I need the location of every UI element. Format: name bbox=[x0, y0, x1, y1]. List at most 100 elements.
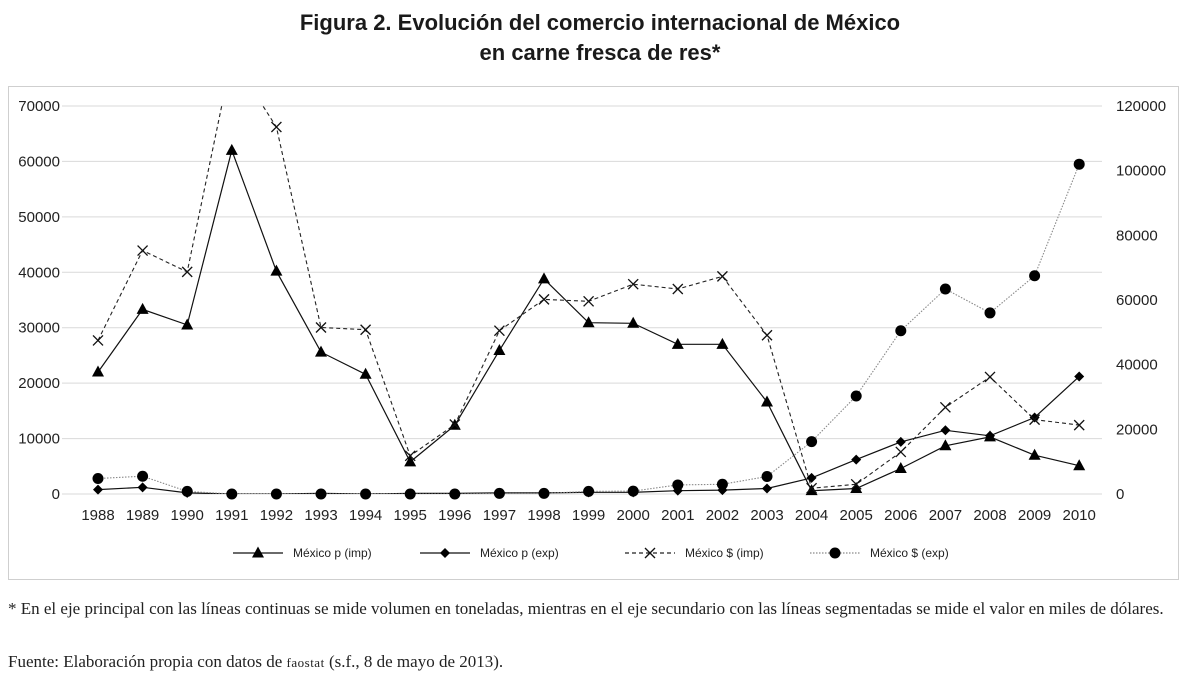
source-org: faostat bbox=[286, 655, 325, 670]
x-marker-stroke bbox=[1073, 419, 1085, 431]
data-point-triangle bbox=[627, 316, 640, 328]
data-point-circle bbox=[1029, 270, 1041, 282]
data-point-diamond bbox=[940, 425, 951, 436]
data-point-circle bbox=[850, 390, 862, 402]
data-point-triangle bbox=[181, 318, 194, 330]
series-line-3 bbox=[97, 106, 1080, 489]
data-point-circle bbox=[806, 436, 818, 448]
data-point-circle bbox=[360, 488, 372, 500]
y-right-tick-label: 40000 bbox=[1116, 357, 1158, 374]
legend-entry: México p (imp) bbox=[293, 546, 372, 560]
data-point-x bbox=[315, 322, 327, 333]
x-marker-stroke bbox=[449, 419, 461, 430]
x-marker-stroke bbox=[984, 371, 996, 383]
x-marker-stroke bbox=[644, 547, 656, 559]
x-marker-stroke bbox=[583, 295, 595, 307]
data-point-triangle bbox=[315, 345, 327, 357]
data-point-x bbox=[895, 446, 907, 458]
data-point-circle bbox=[895, 325, 907, 337]
x-marker-stroke bbox=[270, 121, 282, 133]
series-markers bbox=[92, 121, 1086, 500]
data-point-circle bbox=[315, 488, 327, 500]
data-point-circle bbox=[939, 283, 951, 295]
x-tick-label: 1998 bbox=[527, 507, 560, 524]
data-point-circle bbox=[672, 479, 684, 491]
chart-title: Figura 2. Evolución del comercio interna… bbox=[0, 8, 1200, 68]
x-tick-label: 2000 bbox=[617, 507, 650, 524]
y-left-tick-label: 30000 bbox=[18, 320, 60, 337]
data-point-circle bbox=[538, 487, 550, 499]
axes: 0 10000 20000 30000 40000 50000 60000 70000 0 200… bbox=[18, 98, 1166, 524]
x-marker-stroke bbox=[92, 334, 104, 346]
x-tick-label: 2010 bbox=[1063, 507, 1096, 524]
x-tick-label: 2009 bbox=[1018, 507, 1051, 524]
x-marker-stroke bbox=[761, 329, 773, 341]
legend: México p (imp) México p (exp) México $ (im… bbox=[233, 546, 949, 560]
data-point-triangle bbox=[671, 337, 684, 349]
data-point-x bbox=[716, 270, 728, 282]
data-point-triangle bbox=[1028, 448, 1041, 460]
data-point-diamond bbox=[851, 454, 862, 465]
data-point-x bbox=[984, 371, 996, 383]
x-marker-stroke bbox=[360, 324, 372, 336]
data-point-x bbox=[627, 278, 639, 290]
y-left-tick-label: 70000 bbox=[18, 98, 60, 115]
footnote: * En el eje principal con las líneas con… bbox=[8, 599, 1164, 618]
data-point-x bbox=[850, 478, 862, 490]
data-point-x bbox=[360, 324, 372, 336]
x-tick-label: 2002 bbox=[706, 507, 739, 524]
x-marker-stroke bbox=[181, 266, 193, 278]
data-point-triangle bbox=[761, 395, 773, 407]
x-marker-stroke bbox=[850, 478, 862, 490]
y-right-tick-label: 20000 bbox=[1116, 421, 1158, 438]
source-suffix: (s.f., 8 de mayo de 2013). bbox=[324, 652, 504, 671]
legend-marker-circle bbox=[829, 547, 841, 559]
y-left-tick-label: 0 bbox=[52, 486, 60, 503]
series-line-4 bbox=[97, 163, 1080, 494]
y-left-tick-label: 50000 bbox=[18, 209, 60, 226]
legend-marker-x bbox=[644, 547, 656, 559]
gridlines bbox=[62, 105, 1102, 495]
x-marker-stroke bbox=[939, 401, 951, 413]
data-point-triangle bbox=[225, 143, 238, 155]
data-point-triangle bbox=[136, 302, 149, 314]
data-point-x bbox=[137, 245, 149, 256]
x-marker-stroke bbox=[627, 278, 639, 290]
x-marker-stroke bbox=[137, 245, 149, 256]
y-left-tick-label: 40000 bbox=[18, 264, 60, 281]
y-right-tick-label: 0 bbox=[1116, 486, 1124, 503]
data-point-circle bbox=[181, 485, 193, 497]
data-point-x bbox=[583, 295, 595, 307]
data-point-x bbox=[270, 121, 282, 133]
x-tick-label: 1989 bbox=[126, 507, 159, 524]
data-point-x bbox=[493, 325, 505, 337]
data-point-circle bbox=[270, 488, 282, 500]
legend-entry: México p (exp) bbox=[480, 546, 559, 560]
x-tick-label: 1997 bbox=[483, 507, 516, 524]
source-note: Fuente: Elaboración propia con datos de … bbox=[8, 651, 1193, 674]
data-point-circle bbox=[583, 485, 595, 497]
y-right-tick-label: 60000 bbox=[1116, 292, 1158, 309]
legend-entry: México $ (imp) bbox=[685, 546, 764, 560]
y-right-tick-label: 120000 bbox=[1116, 98, 1166, 115]
x-marker-stroke bbox=[672, 283, 684, 295]
data-point-x bbox=[1073, 419, 1085, 431]
x-tick-label: 2008 bbox=[973, 507, 1006, 524]
data-point-x bbox=[449, 419, 461, 430]
line-chart: 0 10000 20000 30000 40000 50000 60000 70000 0 200… bbox=[18, 98, 1166, 560]
y-right-tick-label: 80000 bbox=[1116, 227, 1158, 244]
data-point-circle bbox=[984, 307, 996, 319]
series-lines bbox=[97, 106, 1080, 494]
data-point-diamond bbox=[895, 436, 906, 447]
data-point-circle bbox=[627, 485, 639, 497]
data-point-circle bbox=[92, 472, 104, 484]
data-point-triangle bbox=[850, 481, 863, 493]
data-point-diamond bbox=[1029, 412, 1040, 423]
x-tick-label: 1990 bbox=[171, 507, 204, 524]
x-tick-label: 1991 bbox=[215, 507, 248, 524]
x-tick-label: 1993 bbox=[304, 507, 337, 524]
x-tick-label: 1999 bbox=[572, 507, 605, 524]
data-point-x bbox=[761, 329, 773, 341]
data-point-diamond bbox=[93, 484, 103, 495]
data-point-diamond bbox=[137, 482, 148, 493]
